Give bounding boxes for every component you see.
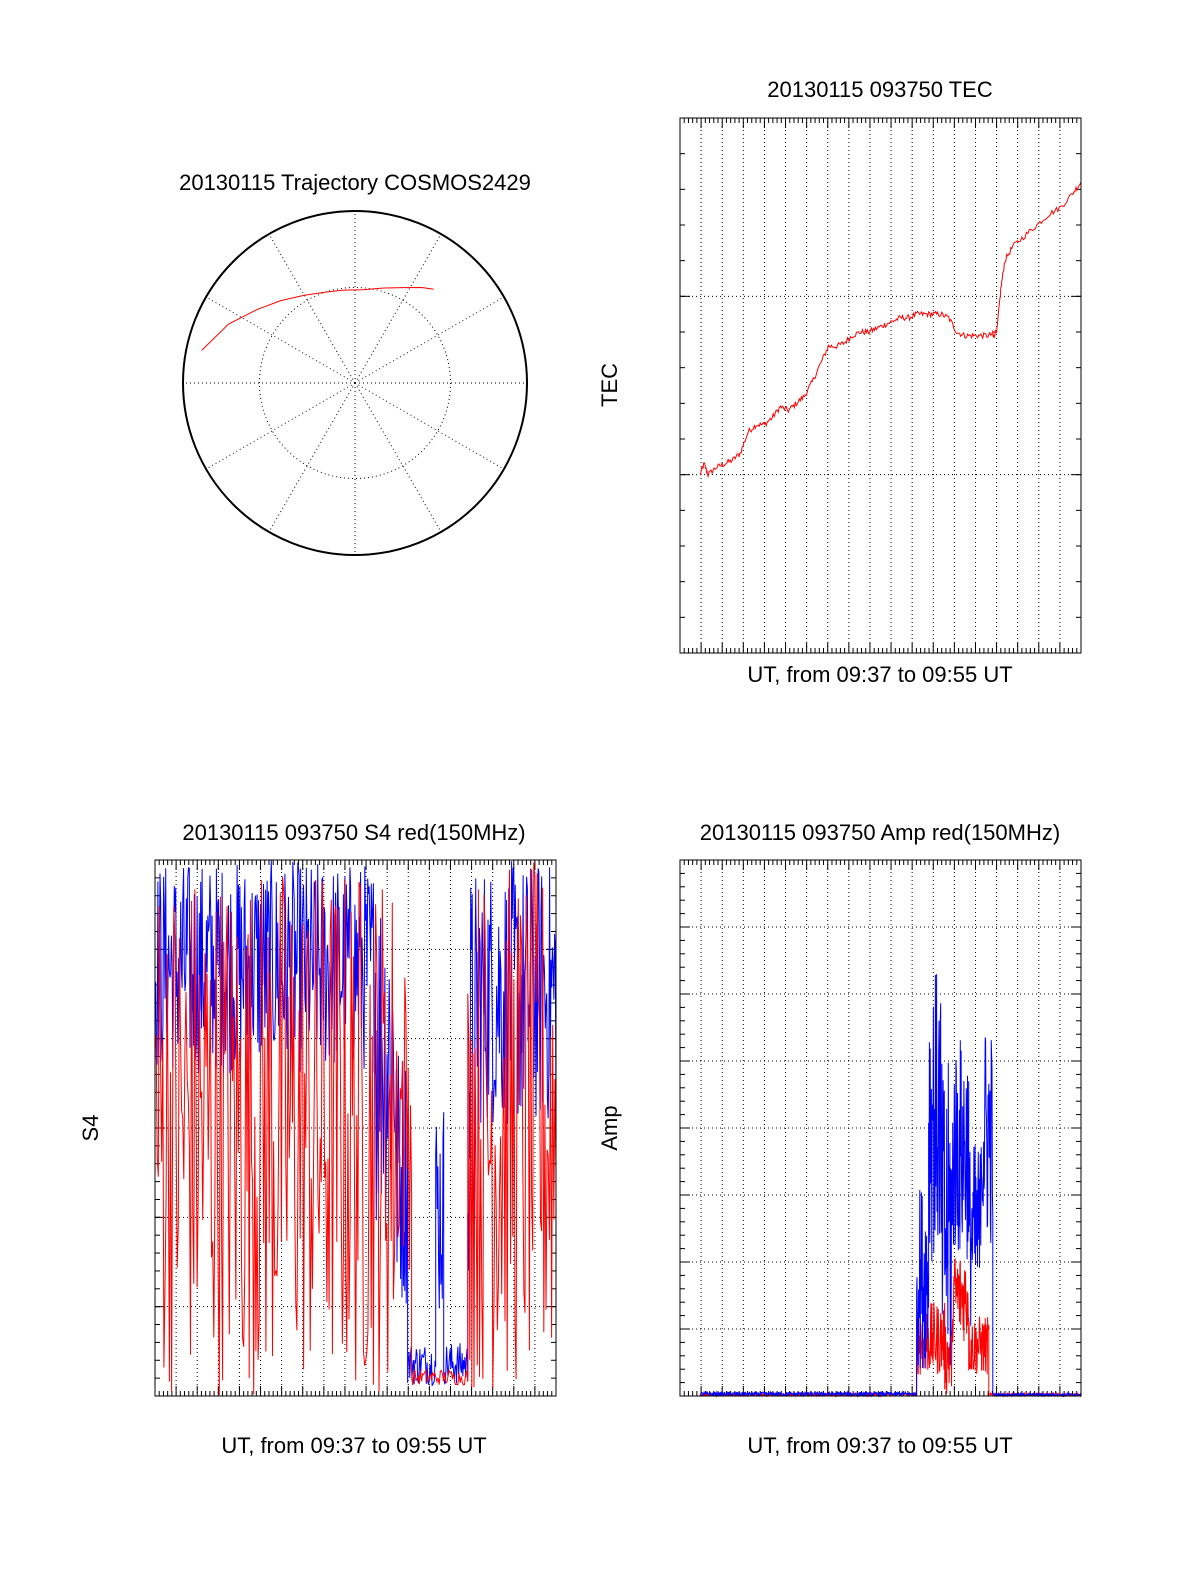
polar-spoke [205,382,356,470]
trajectory-series [201,286,434,351]
polar-ring-50 [258,286,452,480]
polar-spoke [354,233,442,384]
polar-spoke [354,382,442,533]
polar-grid [182,210,528,556]
amp-red-line [699,1257,1082,1398]
amp-frame [679,859,1082,1397]
amp-plot: 20130115 093750 Amp red(150MHz) UT, from… [597,820,1082,1458]
polar-spoke [354,382,505,470]
s4-blue-line [154,860,557,1387]
trajectory-title: 20130115 Trajectory COSMOS2429 [179,170,531,195]
s4-ylabel: S4 [78,1115,103,1142]
tec-xlabel: UT, from 09:37 to 09:55 UT [747,662,1012,687]
amp-xlabel: UT, from 09:37 to 09:55 UT [747,1433,1012,1458]
tec-grid [679,117,1082,654]
tec-frame [679,117,1082,654]
amp-blue-line [700,974,1082,1398]
s4-red-line [154,862,557,1396]
polar-outer-circle [182,210,528,556]
s4-plot: 20130115 093750 S4 red(150MHz) UT, from … [78,820,557,1458]
polar-spoke [205,296,356,384]
s4-series [154,860,557,1396]
s4-frame [154,859,557,1397]
amp-title: 20130115 093750 Amp red(150MHz) [700,820,1060,845]
tec-ylabel: TEC [597,363,622,407]
polar-spoke [268,233,356,384]
tec-line [699,181,1082,479]
trajectory-line [201,286,434,351]
tec-title: 20130115 093750 TEC [767,77,993,102]
amp-grid [679,859,1082,1397]
polar-spoke [354,296,505,384]
tec-series [699,181,1082,479]
s4-title: 20130115 093750 S4 red(150MHz) [182,820,525,845]
polar-spoke [268,382,356,533]
amp-ylabel: Amp [597,1105,622,1150]
tec-plot: 20130115 093750 TEC UT, from 09:37 to 09… [597,77,1082,687]
trajectory-polar-plot: 20130115 Trajectory COSMOS2429 [179,170,531,556]
s4-xlabel: UT, from 09:37 to 09:55 UT [221,1433,486,1458]
amp-series [699,974,1082,1398]
